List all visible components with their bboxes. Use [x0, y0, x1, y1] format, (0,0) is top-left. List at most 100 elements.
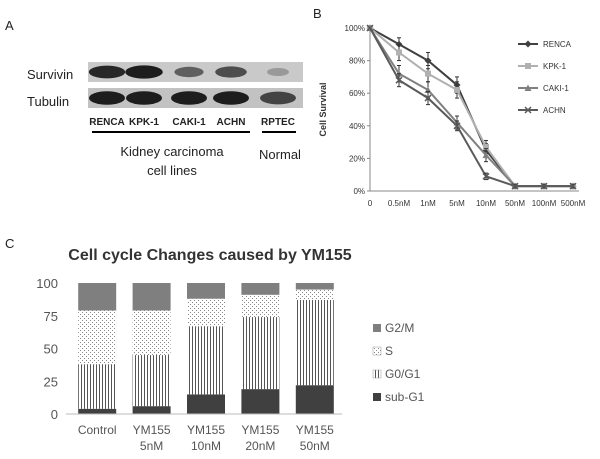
- tubulin-band: [260, 91, 296, 105]
- bar-segment: [187, 283, 225, 299]
- data-point: [453, 122, 461, 130]
- y-tick-label: 0: [51, 407, 58, 422]
- marker-stroke: [366, 24, 374, 32]
- bar-segment: [241, 294, 280, 318]
- marker-stroke: [395, 76, 403, 84]
- survivin-band: [174, 66, 204, 78]
- blot-row-label-survivin: Survivin: [27, 67, 74, 82]
- series-line: [369, 27, 573, 188]
- blot-image: [88, 62, 303, 133]
- data-point: [569, 182, 577, 190]
- x-tick-label: YM155: [133, 423, 171, 437]
- legend-label: KPK-1: [543, 62, 567, 71]
- bar-segment: [295, 283, 334, 290]
- x-tick-label: 50nM: [300, 439, 330, 453]
- bar-segment: [132, 406, 171, 414]
- bar-segment: [187, 298, 225, 327]
- data-point: [424, 94, 432, 102]
- lane-label-kpk1: KPK-1: [128, 117, 159, 128]
- data-point: [366, 24, 374, 32]
- lane-label-rptec: RPTEC: [261, 117, 295, 128]
- marker-stroke: [482, 172, 490, 180]
- group-label-normal: Normal: [259, 147, 301, 162]
- lane-label-caki1: CAKI-1: [172, 117, 206, 128]
- group-label-carcinoma: Kidney carcinoma cell lines: [120, 144, 224, 178]
- lane-label-renca: RENCA: [89, 117, 125, 128]
- x-tick-label: 500nM: [561, 199, 586, 208]
- legend-label: RENCA: [543, 40, 572, 49]
- data-point: [395, 76, 403, 84]
- legend-swatch: [372, 369, 382, 379]
- legend-label: G2/M: [385, 321, 414, 335]
- y-tick-label: 25: [44, 374, 58, 389]
- marker-stroke: [524, 106, 532, 114]
- legend-marker: [524, 40, 532, 48]
- panel-c-letter: C: [5, 236, 15, 251]
- legend-swatch: [373, 393, 381, 401]
- bar-segment: [187, 394, 225, 414]
- tubulin-band: [126, 91, 162, 105]
- blot-row-label-tubulin: Tubulin: [27, 94, 70, 109]
- legend-label: CAKI-1: [543, 84, 569, 93]
- bar-segment: [295, 300, 334, 386]
- legend-label: sub-G1: [385, 390, 425, 404]
- x-tick-label: 1nM: [420, 199, 436, 208]
- x-tick-label: YM155: [241, 423, 279, 437]
- survivin-band: [267, 68, 289, 76]
- bar-segment: [295, 289, 334, 301]
- y-axis-title: Cell Survival: [318, 82, 328, 136]
- bar-segment: [78, 283, 117, 311]
- y-tick-label: 40%: [349, 122, 365, 131]
- x-tick-label: 5nM: [140, 439, 163, 453]
- x-tick-label: 0: [368, 199, 373, 208]
- panel-b-letter: B: [313, 6, 322, 21]
- bar-segment: [241, 389, 280, 414]
- legend-label: G0/G1: [385, 367, 421, 381]
- marker-stroke: [569, 182, 577, 190]
- bar-segment: [241, 317, 280, 390]
- legend-swatch: [372, 346, 382, 356]
- panel-a-letter: A: [5, 18, 14, 33]
- bar-segment: [78, 408, 117, 414]
- x-tick-label: YM155: [296, 423, 334, 437]
- cell-survival-line-chart: 0% 20% 40% 60% 80% 100% 0 0.5nM 1nM 5nM 10nM 50nM 10…: [318, 24, 586, 208]
- chart-title: Cell cycle Changes caused by YM155: [68, 247, 352, 264]
- survivin-band: [215, 66, 247, 78]
- data-point: [454, 86, 460, 93]
- y-tick-label: 100: [36, 276, 58, 291]
- marker-stroke: [540, 182, 548, 190]
- legend-marker: [525, 63, 531, 69]
- y-tick-label: 60%: [349, 89, 365, 98]
- bar-segment: [78, 310, 117, 365]
- bar-segment: [78, 364, 117, 409]
- tubulin-bands: [89, 91, 296, 105]
- y-tick-label: 75: [44, 309, 58, 324]
- marker-stroke: [424, 94, 432, 102]
- x-tick-label: YM155: [187, 423, 225, 437]
- x-tick-label: 0.5nM: [388, 199, 411, 208]
- x-tick-label: 20nM: [245, 439, 275, 453]
- survivin-band: [125, 65, 163, 79]
- x-tick-label: 10nM: [191, 439, 221, 453]
- bar-segment: [132, 310, 171, 356]
- y-tick-label: 50: [44, 342, 58, 357]
- bar-segment: [132, 355, 171, 407]
- y-tick-label: 80%: [349, 57, 365, 66]
- bar-segment: [241, 283, 280, 295]
- data-point: [396, 49, 402, 56]
- marker-stroke: [511, 182, 519, 190]
- y-tick-label: 0%: [353, 187, 365, 196]
- legend-label: S: [385, 344, 393, 358]
- lane-label-achn: ACHN: [216, 117, 246, 128]
- survivin-bands: [88, 65, 289, 79]
- y-tick-label: 20%: [349, 154, 365, 163]
- data-point: [424, 57, 432, 65]
- bar-segment: [132, 283, 171, 311]
- western-blot-panel: Survivin Tubulin RENCA KPK-1 CAKI-1 ACHN…: [0, 0, 303, 200]
- tubulin-band: [89, 91, 125, 105]
- x-tick-label: Control: [78, 423, 117, 437]
- data-point: [540, 182, 548, 190]
- legend-swatch: [373, 324, 381, 332]
- marker-stroke: [453, 122, 461, 130]
- data-point: [482, 151, 490, 159]
